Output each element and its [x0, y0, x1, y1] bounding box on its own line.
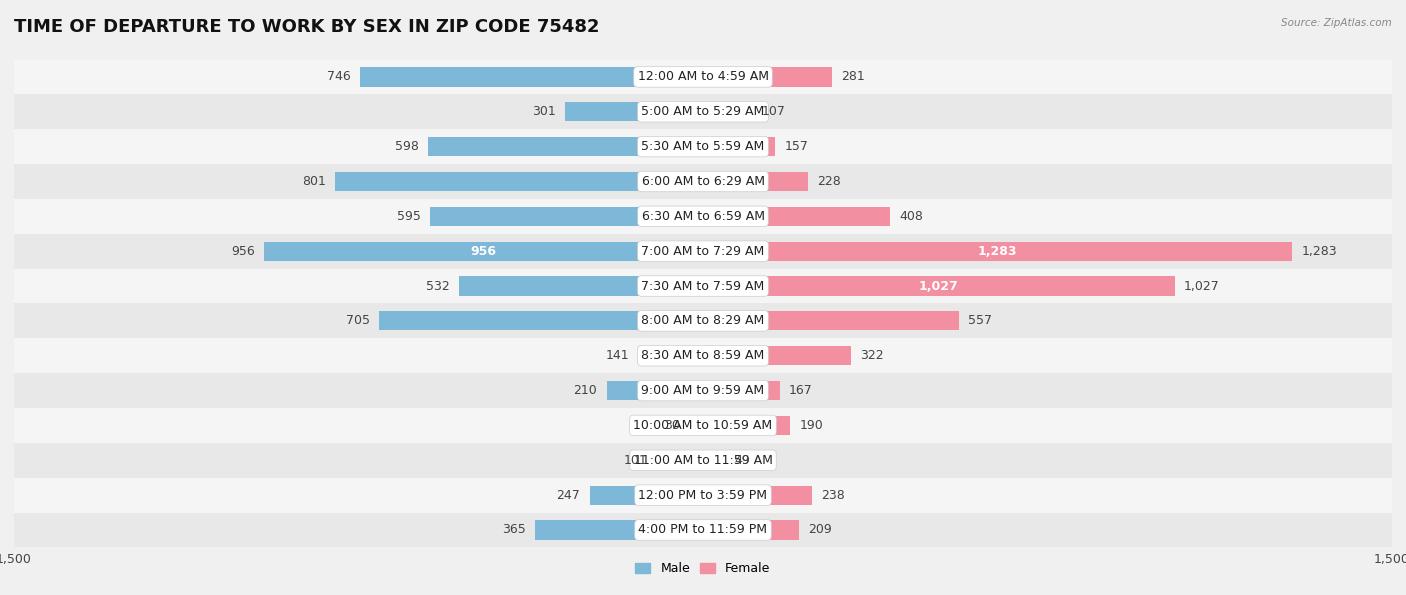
Bar — [703, 381, 780, 400]
Bar — [703, 416, 790, 435]
Bar — [14, 268, 1392, 303]
Text: 8:00 AM to 8:29 AM: 8:00 AM to 8:29 AM — [641, 314, 765, 327]
Bar — [703, 311, 959, 330]
Text: 408: 408 — [900, 210, 924, 223]
Bar — [536, 521, 703, 540]
Bar — [360, 67, 703, 86]
Text: 141: 141 — [606, 349, 628, 362]
Text: 557: 557 — [967, 314, 993, 327]
Text: 7:30 AM to 7:59 AM: 7:30 AM to 7:59 AM — [641, 280, 765, 293]
Bar — [703, 242, 1292, 261]
Text: 1,283: 1,283 — [1302, 245, 1337, 258]
Bar — [14, 95, 1392, 129]
Text: 190: 190 — [800, 419, 823, 432]
Bar — [335, 172, 703, 191]
Bar — [14, 408, 1392, 443]
Text: 49: 49 — [735, 454, 751, 466]
Bar — [264, 242, 703, 261]
Text: 956: 956 — [231, 245, 254, 258]
Bar — [14, 443, 1392, 478]
Text: 167: 167 — [789, 384, 813, 397]
Bar — [703, 486, 813, 505]
Bar — [14, 199, 1392, 234]
Text: 107: 107 — [761, 105, 785, 118]
Bar — [14, 234, 1392, 268]
Text: 12:00 AM to 4:59 AM: 12:00 AM to 4:59 AM — [637, 70, 769, 83]
Text: 322: 322 — [860, 349, 884, 362]
Bar — [703, 450, 725, 470]
Text: 5:30 AM to 5:59 AM: 5:30 AM to 5:59 AM — [641, 140, 765, 153]
Bar — [703, 67, 832, 86]
Text: 6:00 AM to 6:29 AM: 6:00 AM to 6:29 AM — [641, 175, 765, 188]
Text: 238: 238 — [821, 488, 845, 502]
Text: 365: 365 — [502, 524, 526, 537]
Text: 705: 705 — [346, 314, 370, 327]
Bar — [703, 137, 775, 156]
Bar — [458, 277, 703, 296]
Bar — [14, 339, 1392, 373]
Text: 228: 228 — [817, 175, 841, 188]
Text: 1,283: 1,283 — [979, 245, 1018, 258]
Bar — [606, 381, 703, 400]
Text: 5:00 AM to 5:29 AM: 5:00 AM to 5:29 AM — [641, 105, 765, 118]
Text: 30: 30 — [664, 419, 681, 432]
Text: 301: 301 — [531, 105, 555, 118]
Bar — [14, 303, 1392, 339]
Text: 247: 247 — [557, 488, 581, 502]
Bar — [380, 311, 703, 330]
Text: 281: 281 — [841, 70, 865, 83]
Legend: Male, Female: Male, Female — [630, 557, 776, 580]
Bar — [429, 137, 703, 156]
Text: 10:00 AM to 10:59 AM: 10:00 AM to 10:59 AM — [634, 419, 772, 432]
Text: 746: 746 — [328, 70, 352, 83]
Bar — [14, 164, 1392, 199]
Text: 209: 209 — [808, 524, 832, 537]
Text: 4:00 PM to 11:59 PM: 4:00 PM to 11:59 PM — [638, 524, 768, 537]
Text: 1,027: 1,027 — [920, 280, 959, 293]
Text: 6:30 AM to 6:59 AM: 6:30 AM to 6:59 AM — [641, 210, 765, 223]
Text: 101: 101 — [624, 454, 647, 466]
Text: 801: 801 — [302, 175, 326, 188]
Bar — [14, 478, 1392, 512]
Bar — [689, 416, 703, 435]
Bar — [14, 373, 1392, 408]
Bar — [703, 172, 807, 191]
Bar — [657, 450, 703, 470]
Text: Source: ZipAtlas.com: Source: ZipAtlas.com — [1281, 18, 1392, 28]
Text: 1,027: 1,027 — [1184, 280, 1219, 293]
Text: 8:30 AM to 8:59 AM: 8:30 AM to 8:59 AM — [641, 349, 765, 362]
Text: 157: 157 — [785, 140, 808, 153]
Bar — [589, 486, 703, 505]
Text: 532: 532 — [426, 280, 450, 293]
Bar — [14, 512, 1392, 547]
Text: 595: 595 — [396, 210, 420, 223]
Bar — [703, 346, 851, 365]
Text: 210: 210 — [574, 384, 598, 397]
Bar — [565, 102, 703, 121]
Text: 11:00 AM to 11:59 AM: 11:00 AM to 11:59 AM — [634, 454, 772, 466]
Bar — [703, 206, 890, 226]
Bar — [14, 60, 1392, 95]
Text: TIME OF DEPARTURE TO WORK BY SEX IN ZIP CODE 75482: TIME OF DEPARTURE TO WORK BY SEX IN ZIP … — [14, 18, 599, 36]
Bar — [703, 102, 752, 121]
Text: 598: 598 — [395, 140, 419, 153]
Bar — [703, 521, 799, 540]
Bar — [14, 129, 1392, 164]
Bar — [703, 277, 1174, 296]
Text: 956: 956 — [471, 245, 496, 258]
Text: 9:00 AM to 9:59 AM: 9:00 AM to 9:59 AM — [641, 384, 765, 397]
Bar — [638, 346, 703, 365]
Text: 12:00 PM to 3:59 PM: 12:00 PM to 3:59 PM — [638, 488, 768, 502]
Bar — [430, 206, 703, 226]
Text: 7:00 AM to 7:29 AM: 7:00 AM to 7:29 AM — [641, 245, 765, 258]
